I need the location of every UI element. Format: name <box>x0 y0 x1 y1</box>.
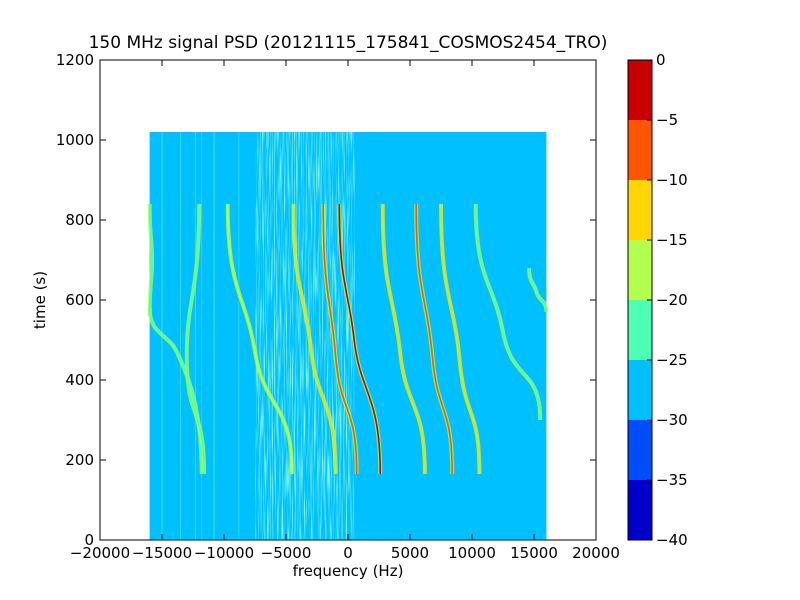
colorbar-tick-label: −15 <box>656 231 688 249</box>
signal-trace <box>292 203 337 475</box>
colorbar-tick-label: −30 <box>656 411 688 429</box>
colorbar: 0 −5 −10 −15 −20 −25 −30 −35 −40 <box>627 51 688 549</box>
colorbar-tick-label: −40 <box>656 531 688 549</box>
signal-trace <box>148 203 153 317</box>
x-tick-label: 15000 <box>510 544 558 562</box>
signal-trace <box>528 267 548 313</box>
signal-trace <box>185 203 205 475</box>
signal-trace <box>226 203 293 475</box>
colorbar-segment <box>628 300 652 360</box>
x-tick-label: −10000 <box>194 544 254 562</box>
colorbar-tick-label: −35 <box>656 471 688 489</box>
signal-trace <box>322 203 358 475</box>
signal-trace <box>440 203 481 475</box>
colorbar-segment <box>628 240 652 300</box>
colorbar-tick-label: −20 <box>656 291 688 309</box>
y-axis-label: time (s) <box>31 271 49 329</box>
colorbar-segment <box>628 480 652 540</box>
x-tick-label: 5000 <box>391 544 429 562</box>
signal-trace <box>415 203 453 475</box>
signal-trace <box>474 203 541 421</box>
y-axis: 0 200 400 600 800 1000 1200 <box>56 51 596 549</box>
x-tick-label: 10000 <box>448 544 496 562</box>
x-tick-label: 20000 <box>572 544 620 562</box>
x-axis-label: frequency (Hz) <box>293 562 404 580</box>
colorbar-tick-label: −10 <box>656 171 688 189</box>
x-tick-label: −20000 <box>70 544 130 562</box>
signal-trace <box>338 203 382 475</box>
x-tick-label: 0 <box>343 544 353 562</box>
colorbar-segment <box>628 120 652 180</box>
colorbar-segment <box>628 60 652 120</box>
y-tick-label: 400 <box>65 371 94 389</box>
colorbar-segment <box>628 360 652 420</box>
x-axis: −20000 −15000 −10000 −5000 0 5000 10000 15000 20… <box>70 60 620 562</box>
colorbar-segment <box>628 180 652 240</box>
colorbar-tick-label: 0 <box>656 51 666 69</box>
y-tick-label: 1200 <box>56 51 94 69</box>
y-tick-label: 1000 <box>56 131 94 149</box>
colorbar-tick-label: −25 <box>656 351 688 369</box>
y-tick-label: 800 <box>65 211 94 229</box>
chart-title: 150 MHz signal PSD (20121115_175841_COSM… <box>89 33 608 53</box>
plot-area <box>99 59 597 541</box>
y-tick-label: 600 <box>65 291 94 309</box>
colorbar-tick-label: −5 <box>656 111 678 129</box>
signal-trace <box>381 203 426 475</box>
noise-band <box>255 132 355 540</box>
x-tick-label: −15000 <box>132 544 192 562</box>
colorbar-segment <box>628 420 652 480</box>
y-tick-label: 0 <box>84 531 94 549</box>
x-tick-label: −5000 <box>261 544 312 562</box>
spectrogram-image <box>147 132 549 540</box>
y-tick-label: 200 <box>65 451 94 469</box>
